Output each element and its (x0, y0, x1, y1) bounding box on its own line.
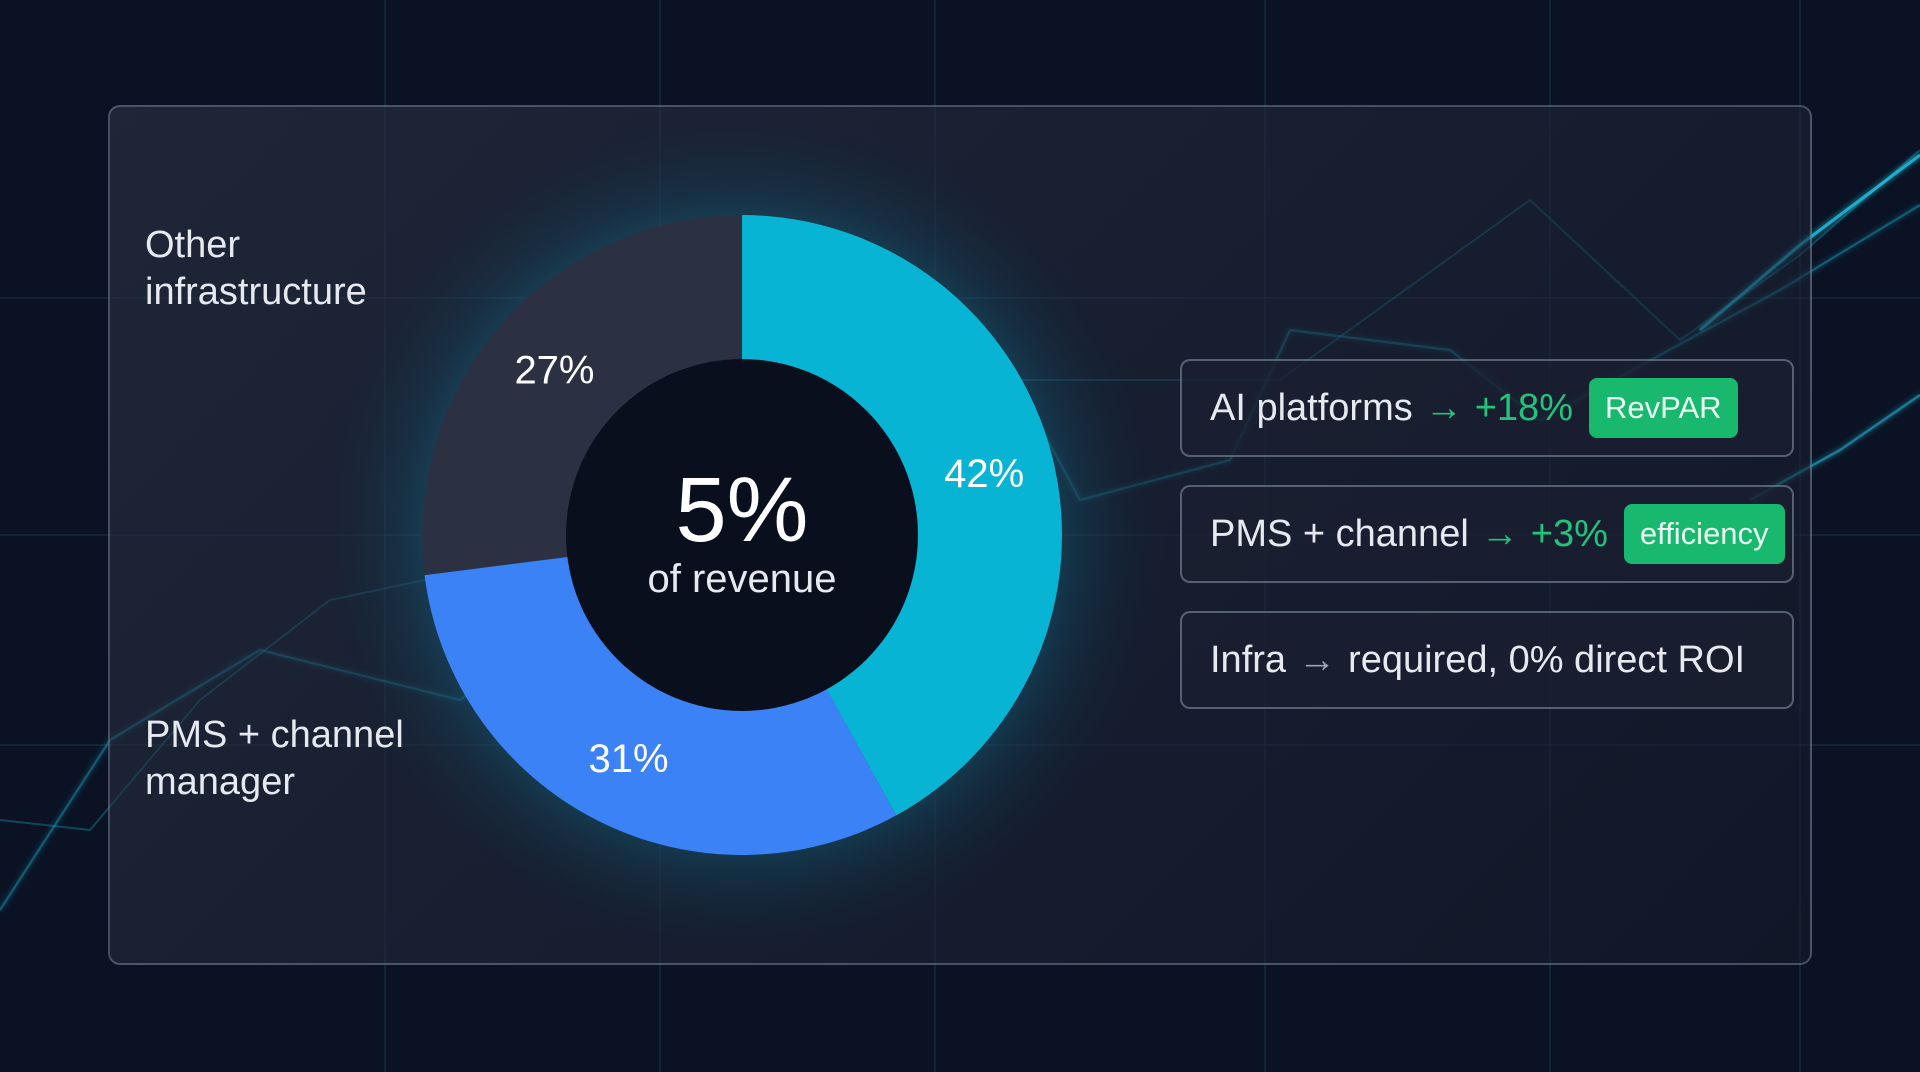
card-title: AI platforms (1210, 386, 1413, 429)
arrow-right-icon: → (1298, 638, 1337, 681)
card-badge: efficiency (1623, 504, 1785, 564)
slice-labels: 42% 31% 27% (514, 349, 1024, 781)
center-value: 5% (676, 459, 809, 561)
card-delta: +3% (1530, 512, 1608, 555)
arrow-right-icon: → (1424, 386, 1463, 429)
card-detail: required, 0% direct ROI (1348, 638, 1746, 681)
donut-hole (566, 359, 918, 711)
legend-label-pms-channel-manager: PMS + channel manager (145, 714, 404, 803)
arrow-right-icon: → (1480, 512, 1519, 555)
card-delta: +18% (1474, 386, 1573, 429)
impact-card-infra: Infra → required, 0% direct ROI (1180, 611, 1794, 709)
card-badge: RevPAR (1588, 378, 1738, 438)
slice-label-1: 31% (588, 737, 668, 781)
card-title: Infra (1210, 638, 1287, 681)
card-title: PMS + channel (1210, 512, 1469, 555)
slice-label-2: 27% (514, 349, 594, 393)
center-label: of revenue (647, 557, 836, 601)
slice-label-0: 42% (944, 452, 1024, 496)
donut-chart: 42% 31% 27% 5% of revenue (302, 95, 1182, 975)
impact-cards: AI platforms → +18% RevPAR PMS + channel… (1180, 359, 1794, 737)
legend-label-other-infrastructure: Other infrastructure (145, 224, 367, 313)
impact-card-ai-platforms: AI platforms → +18% RevPAR (1180, 359, 1794, 457)
impact-card-pms-channel: PMS + channel → +3% efficiency (1180, 485, 1794, 583)
